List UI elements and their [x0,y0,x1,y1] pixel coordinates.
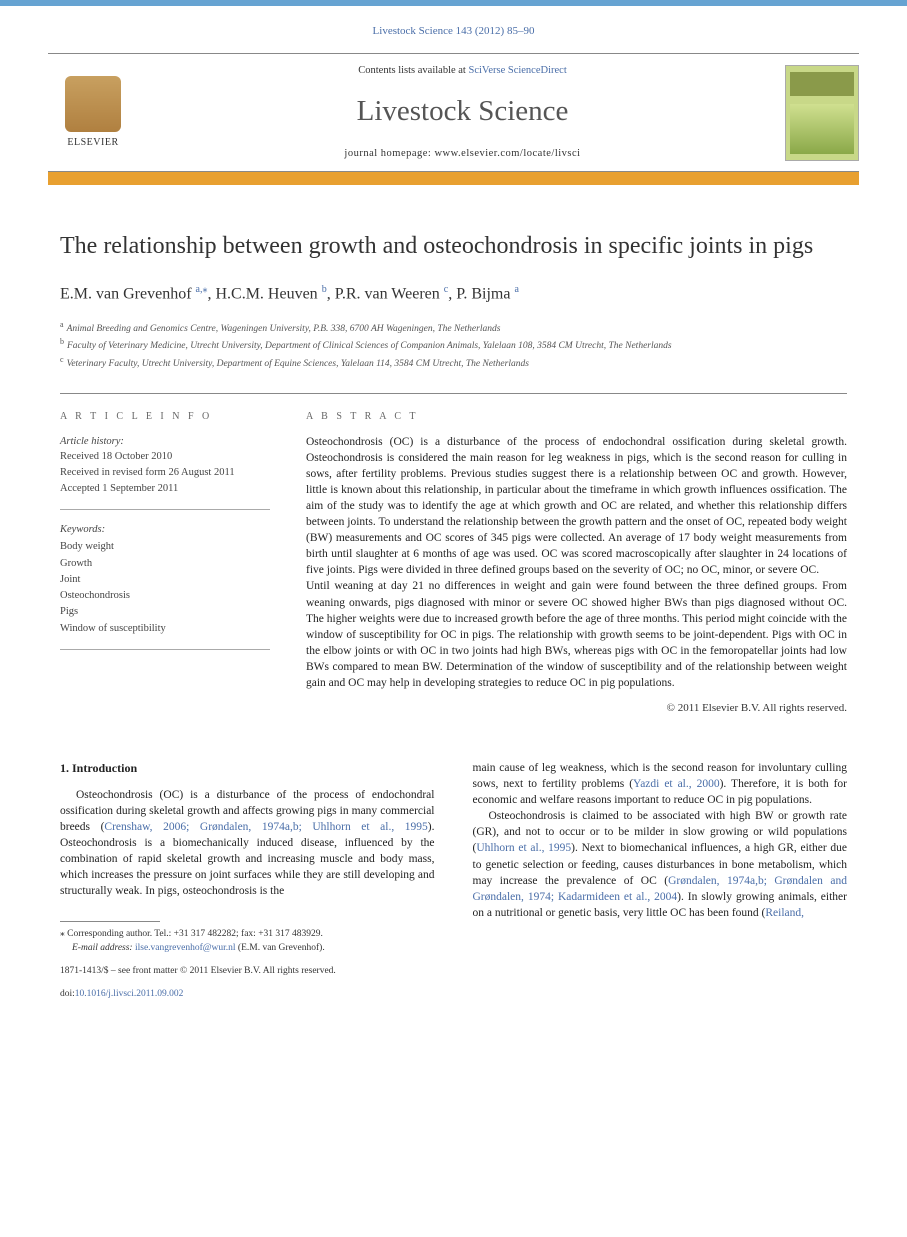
aff-b: Faculty of Veterinary Medicine, Utrecht … [67,341,672,351]
journal-header: ELSEVIER Contents lists available at Sci… [48,53,859,172]
author-4-sup: a [514,284,518,295]
history-label: Article history: [60,434,270,450]
abstract-head: A B S T R A C T [306,410,847,424]
citation-link[interactable]: Reiland, [765,907,804,919]
doi-line: doi:10.1016/j.livsci.2011.09.002 [60,988,435,1001]
keyword: Joint [60,572,270,588]
keywords-block: Keywords: Body weight Growth Joint Osteo… [60,522,270,650]
journal-homepage: journal homepage: www.elsevier.com/locat… [152,147,773,161]
doi-link[interactable]: 10.1016/j.livsci.2011.09.002 [75,989,184,999]
journal-reference: Livestock Science 143 (2012) 85–90 [0,6,907,53]
orange-divider [48,172,859,185]
publisher-name: ELSEVIER [67,136,118,150]
accepted-date: Accepted 1 September 2011 [60,481,270,497]
article-info-column: A R T I C L E I N F O Article history: R… [60,394,270,716]
elsevier-logo: ELSEVIER [48,68,138,158]
abstract-column: A B S T R A C T Osteochondrosis (OC) is … [306,394,847,716]
aff-b-sup: b [60,337,64,346]
author-2-sup: b [322,284,327,295]
abstract-p2: Until weaning at day 21 no differences i… [306,578,847,691]
footnote-separator [60,921,160,922]
contents-line: Contents lists available at SciVerse Sci… [152,64,773,78]
keyword: Body weight [60,539,270,555]
body-column-left: 1. Introduction Osteochondrosis (OC) is … [60,760,435,1002]
corr-author-line: ⁎ Corresponding author. Tel.: +31 317 48… [60,928,435,941]
copyright-line: © 2011 Elsevier B.V. All rights reserved… [306,701,847,716]
abstract-p1: Osteochondrosis (OC) is a disturbance of… [306,434,847,579]
keyword: Osteochondrosis [60,588,270,604]
front-matter-line: 1871-1413/$ – see front matter © 2011 El… [60,965,435,978]
author-3: P.R. van Weeren [335,285,440,302]
journal-cover-thumbnail [785,65,859,161]
author-1: E.M. van Grevenhof [60,285,192,302]
citation-link[interactable]: Crenshaw, 2006; Grøndalen, 1974a,b; Uhlh… [104,821,427,833]
author-4: P. Bijma [456,285,510,302]
author-3-sup: c [444,284,448,295]
journal-ref-text: Livestock Science 143 (2012) 85–90 [373,25,535,37]
email-label: E-mail address: [72,943,135,953]
sciencedirect-link[interactable]: SciVerse ScienceDirect [468,65,566,76]
aff-a: Animal Breeding and Genomics Centre, Wag… [67,324,501,334]
keyword: Pigs [60,604,270,620]
doi-label: doi: [60,989,75,999]
intro-heading: 1. Introduction [60,760,435,777]
citation-link[interactable]: Uhlhorn et al., 1995 [476,842,571,854]
paper-title: The relationship between growth and oste… [60,231,847,263]
aff-c-sup: c [60,355,64,364]
intro-col2-p1: main cause of leg weakness, which is the… [473,760,848,808]
received-date: Received 18 October 2010 [60,449,270,465]
abstract-text: Osteochondrosis (OC) is a disturbance of… [306,434,847,692]
corresponding-star-icon: ⁎ [202,284,207,295]
corresponding-footnote: ⁎ Corresponding author. Tel.: +31 317 48… [60,928,435,955]
author-2: H.C.M. Heuven [215,285,317,302]
intro-p1: Osteochondrosis (OC) is a disturbance of… [60,787,435,900]
keyword: Window of susceptibility [60,621,270,637]
aff-c: Veterinary Faculty, Utrecht University, … [67,359,529,369]
keywords-label: Keywords: [60,522,270,538]
email-link[interactable]: ilse.vangrevenhof@wur.nl [135,943,236,953]
aff-a-sup: a [60,320,64,329]
email-author-name: (E.M. van Grevenhof). [236,943,325,953]
journal-title: Livestock Science [152,92,773,131]
revised-date: Received in revised form 26 August 2011 [60,465,270,481]
elsevier-tree-icon [65,76,121,132]
intro-col2-p2: Osteochondrosis is claimed to be associa… [473,808,848,921]
keyword: Growth [60,556,270,572]
citation-link[interactable]: Yazdi et al., 2000 [633,778,720,790]
body-column-right: main cause of leg weakness, which is the… [473,760,848,1002]
article-info-head: A R T I C L E I N F O [60,410,270,424]
article-history: Article history: Received 18 October 201… [60,434,270,510]
affiliations: aAnimal Breeding and Genomics Centre, Wa… [60,319,847,371]
author-list: E.M. van Grevenhof a,⁎, H.C.M. Heuven b,… [60,283,847,305]
contents-prefix: Contents lists available at [358,65,468,76]
